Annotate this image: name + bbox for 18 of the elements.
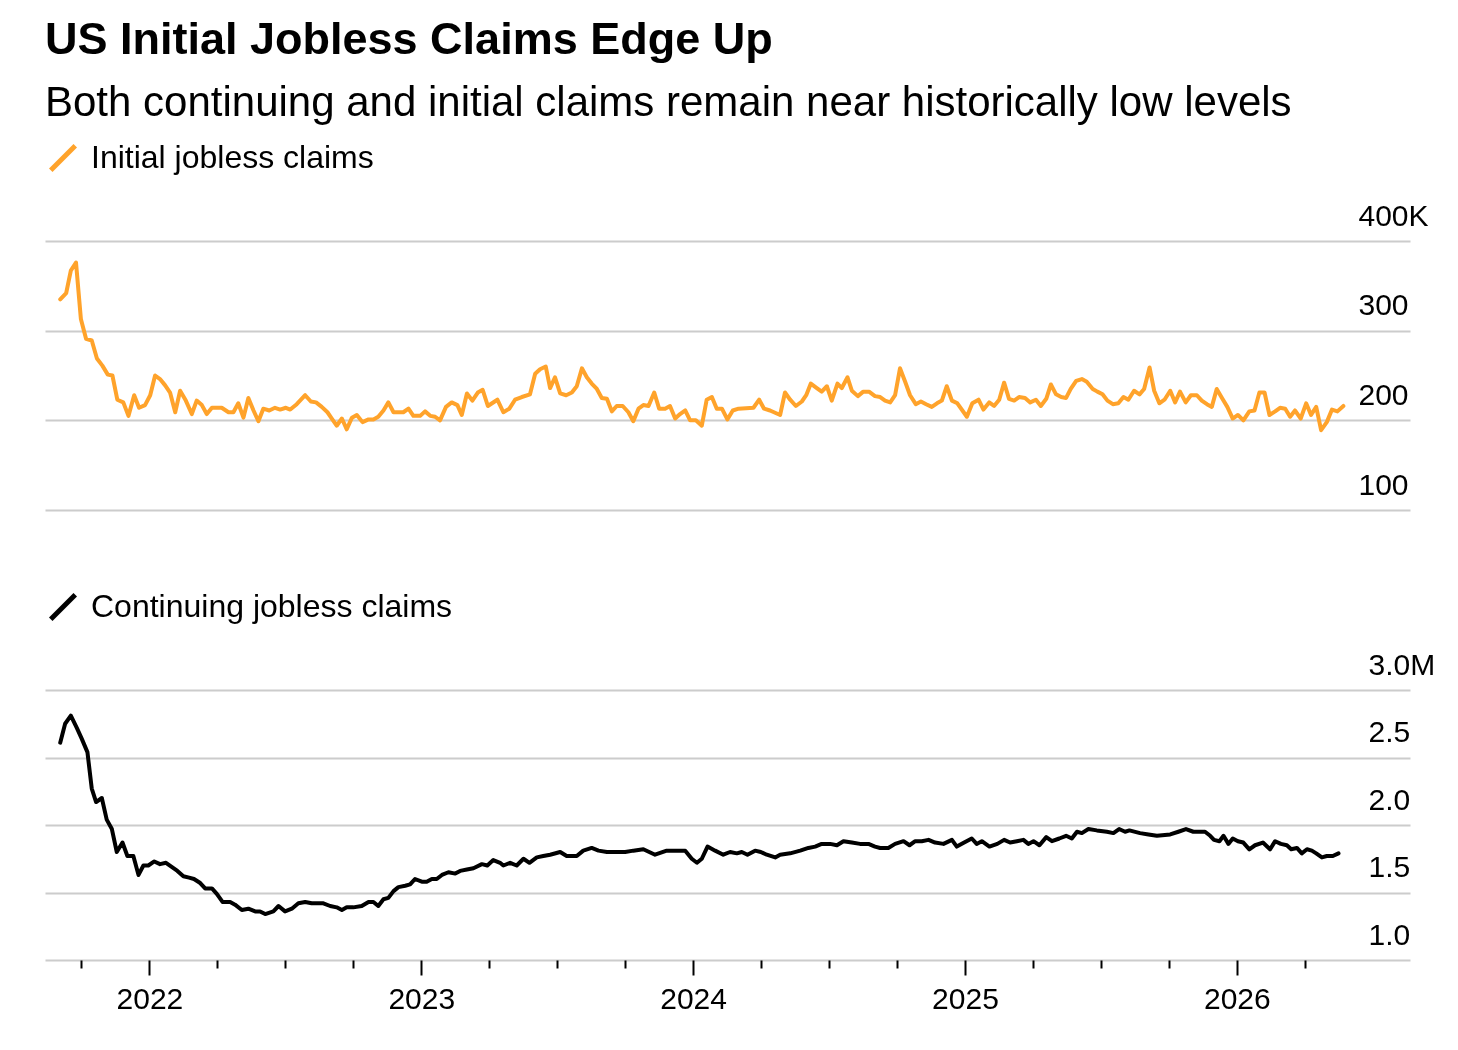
x-tick-label: 2022: [116, 981, 184, 1015]
chart-title: US Initial Jobless Claims Edge Up: [45, 13, 773, 64]
x-tick-label: 2024: [660, 981, 727, 1015]
y-tick-label: 3.0M: [1368, 647, 1436, 681]
y-tick-label: 1.0: [1368, 917, 1411, 951]
legend-label: Continuing jobless claims: [91, 588, 453, 624]
chart-subtitle: Both continuing and initial claims remain near historically low levels: [45, 78, 1292, 125]
y-tick-label: 100: [1358, 467, 1409, 501]
y-tick-label: 2.5: [1368, 715, 1411, 748]
legend-label: Initial jobless claims: [91, 139, 374, 175]
x-tick-label: 2025: [932, 981, 999, 1015]
y-tick-label: 1.5: [1368, 850, 1411, 883]
x-tick-label: 2023: [388, 981, 456, 1015]
y-tick-label: 2.0: [1368, 782, 1411, 816]
x-tick-label: 2026: [1203, 981, 1271, 1015]
y-tick-label: 200: [1358, 377, 1409, 411]
y-tick-label: 400K: [1358, 198, 1429, 232]
y-tick-label: 300: [1358, 288, 1409, 322]
